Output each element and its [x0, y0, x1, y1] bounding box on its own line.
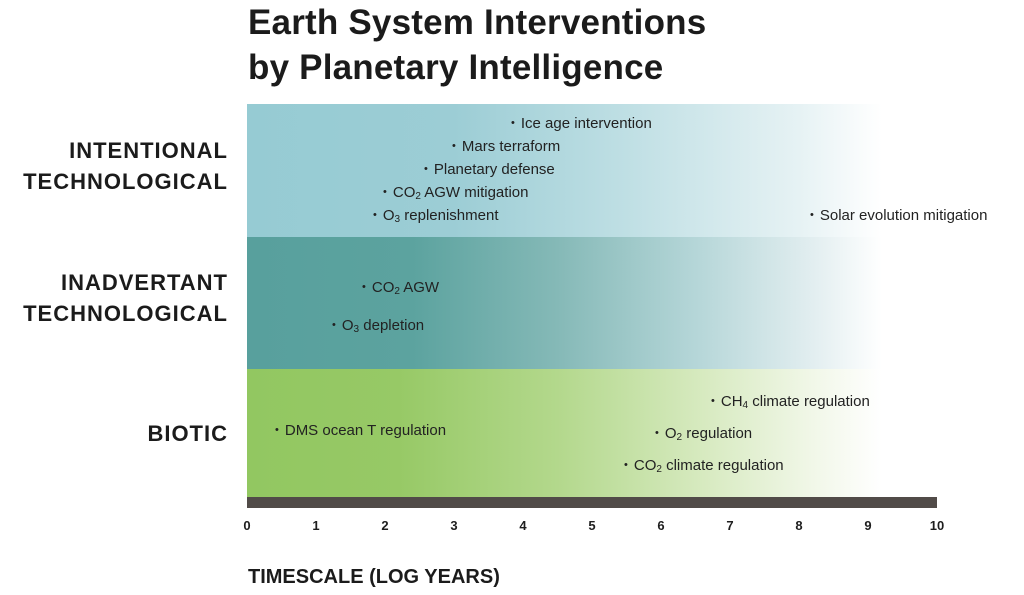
x-tick-9: 9 [864, 518, 872, 533]
x-tick-4: 4 [519, 518, 527, 533]
x-tick-2: 2 [381, 518, 389, 533]
band-biotic [247, 369, 937, 497]
data-point-ice-age-intervention: • Ice age intervention [511, 115, 652, 132]
category-label-intentional: INTENTIONAL TECHNOLOGICAL [23, 138, 228, 194]
x-axis-bar [247, 497, 937, 508]
x-tick-1: 1 [312, 518, 320, 533]
band-intentional-technological [247, 104, 937, 237]
category-label-biotic: BIOTIC [147, 421, 228, 446]
x-tick-8: 8 [795, 518, 803, 533]
data-point-solar-evolution-mitigation: • Solar evolution mitigation [810, 207, 988, 224]
x-tick-5: 5 [588, 518, 596, 533]
data-point-dms-ocean-t-regulation: • DMS ocean T regulation [275, 422, 447, 439]
chart-title: Earth System Interventions by Planetary … [248, 3, 707, 87]
x-tick-10: 10 [929, 518, 945, 533]
data-point-mars-terraform: • Mars terraform [452, 138, 561, 155]
band-inadvertant-technological [247, 237, 937, 369]
data-point-o3-replenishment: • O3 replenishment [373, 207, 499, 225]
x-tick-0: 0 [243, 518, 251, 533]
x-axis-label: TIMESCALE (LOG YEARS) [248, 566, 500, 588]
data-point-ch4-climate-regulation: • CH4 climate regulation [711, 393, 870, 411]
x-tick-3: 3 [450, 518, 458, 533]
data-point-co2-agw: • CO2 AGW [362, 279, 440, 297]
x-tick-7: 7 [726, 518, 734, 533]
x-tick-6: 6 [657, 518, 665, 533]
data-point-co2-agw-mitigation: • CO2 AGW mitigation [383, 184, 529, 202]
category-label-inadvertant: INADVERTANT TECHNOLOGICAL [23, 270, 228, 326]
data-point-co2-climate-regulation: • CO2 climate regulation [624, 457, 784, 475]
data-point-planetary-defense: • Planetary defense [424, 161, 555, 178]
data-point-o2-regulation: • O2 regulation [655, 425, 753, 443]
data-point-o3-depletion: • O3 depletion [332, 317, 425, 335]
